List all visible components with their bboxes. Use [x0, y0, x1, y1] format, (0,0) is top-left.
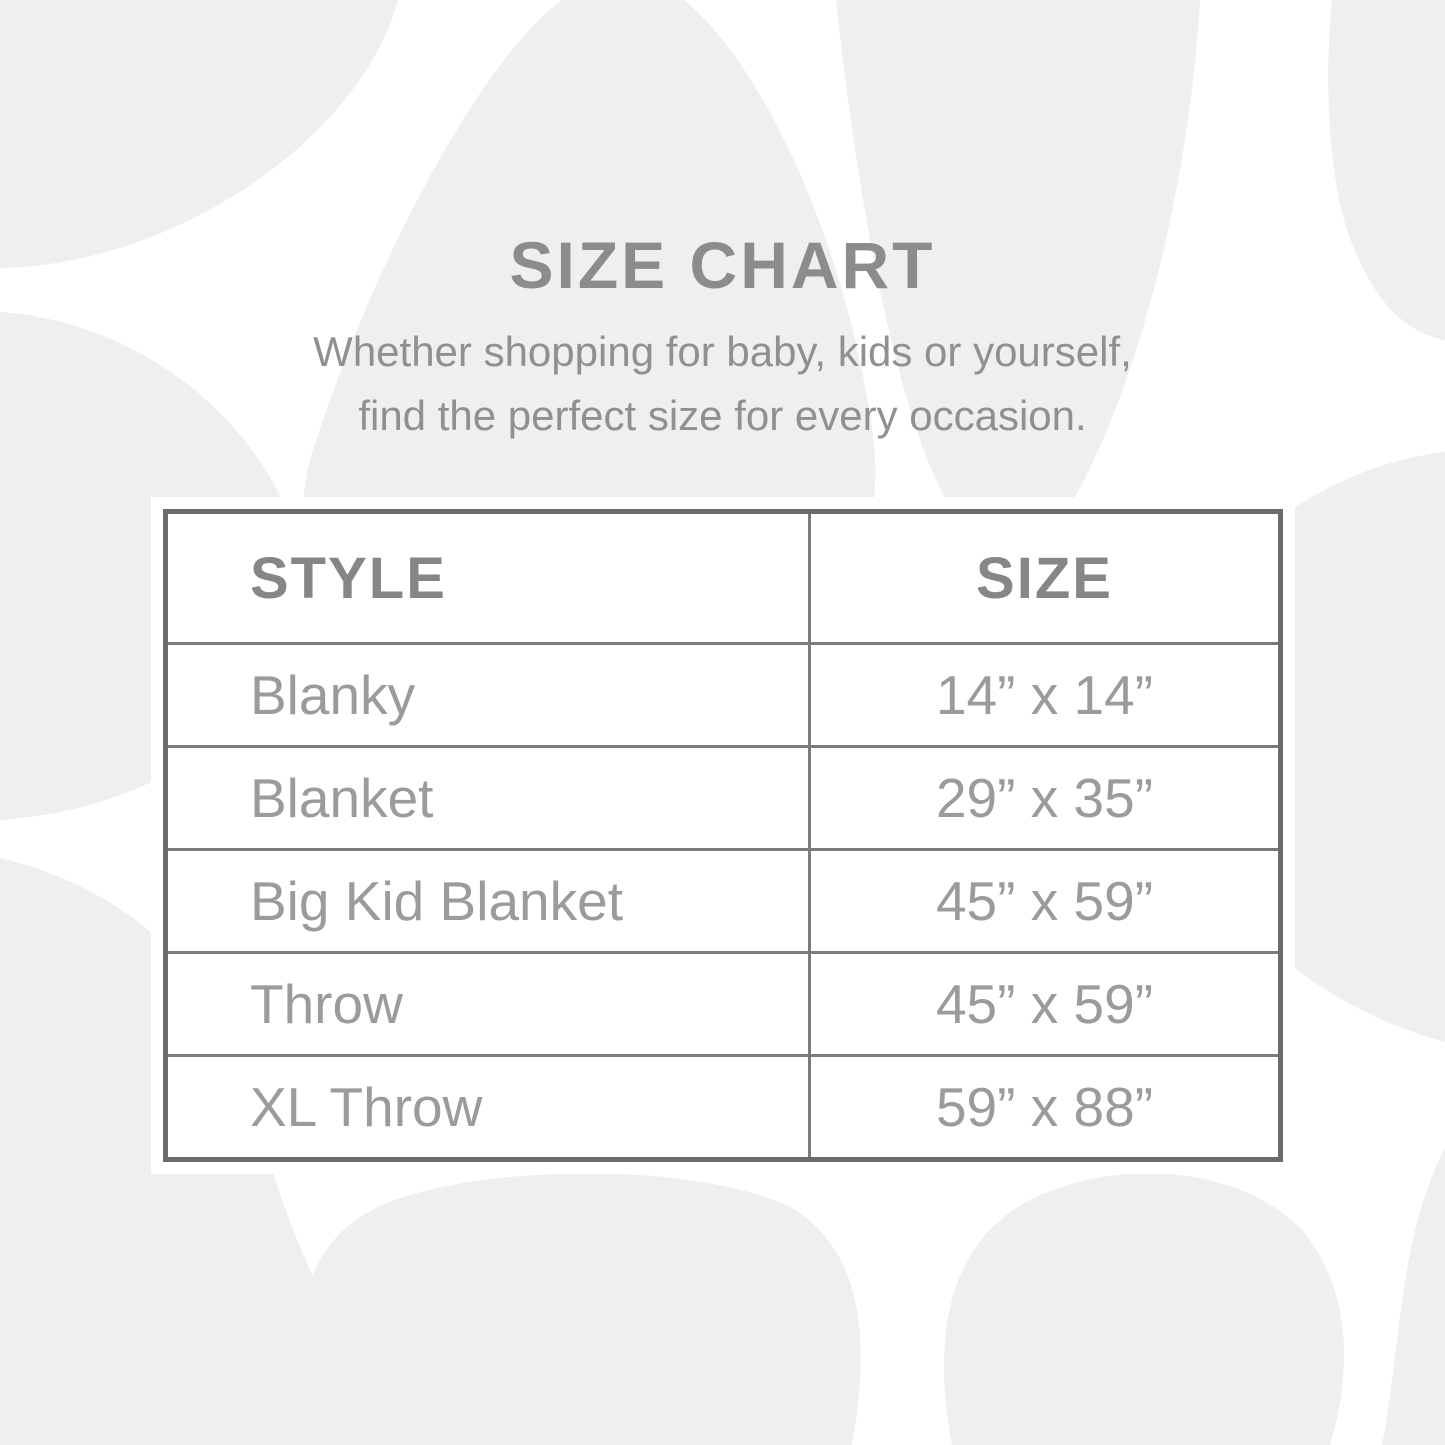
column-header-size: SIZE: [808, 514, 1278, 642]
size-cell: 29” x 35”: [808, 748, 1278, 848]
page-title: SIZE CHART: [509, 228, 936, 302]
subtitle-line-2: find the perfect size for every occasion…: [358, 392, 1087, 439]
table-header-row: STYLE SIZE: [168, 514, 1278, 642]
size-chart-table: STYLE SIZE Blanky 14” x 14” Blanket 29” …: [163, 509, 1283, 1162]
pattern-blob: [943, 1173, 1345, 1445]
table-row-blanket: Blanket 29” x 35”: [168, 745, 1278, 848]
size-cell: 45” x 59”: [808, 851, 1278, 951]
style-cell: Blanket: [250, 767, 434, 829]
table-row-big-kid-blanket: Big Kid Blanket 45” x 59”: [168, 848, 1278, 951]
table-row-xl-throw: XL Throw 59” x 88”: [168, 1054, 1278, 1157]
size-cell: 14” x 14”: [808, 645, 1278, 745]
pattern-blob: [836, 0, 1200, 551]
pattern-blob: [1328, 0, 1445, 340]
pattern-blob: [1382, 1148, 1445, 1445]
style-cell: Throw: [250, 973, 403, 1035]
subtitle-line-1: Whether shopping for baby, kids or yours…: [313, 328, 1132, 375]
table-row-throw: Throw 45” x 59”: [168, 951, 1278, 1054]
pattern-blob: [0, 0, 398, 268]
style-cell: Blanky: [250, 664, 416, 726]
table-row-blanky: Blanky 14” x 14”: [168, 642, 1278, 745]
size-cell: 45” x 59”: [808, 954, 1278, 1054]
size-cell: 59” x 88”: [808, 1057, 1278, 1157]
column-header-style: STYLE: [250, 545, 447, 611]
pattern-blob: [301, 1173, 861, 1445]
style-cell: XL Throw: [250, 1076, 483, 1138]
header: SIZE CHART Whether shopping for baby, ki…: [0, 232, 1445, 448]
style-cell: Big Kid Blanket: [250, 870, 623, 932]
